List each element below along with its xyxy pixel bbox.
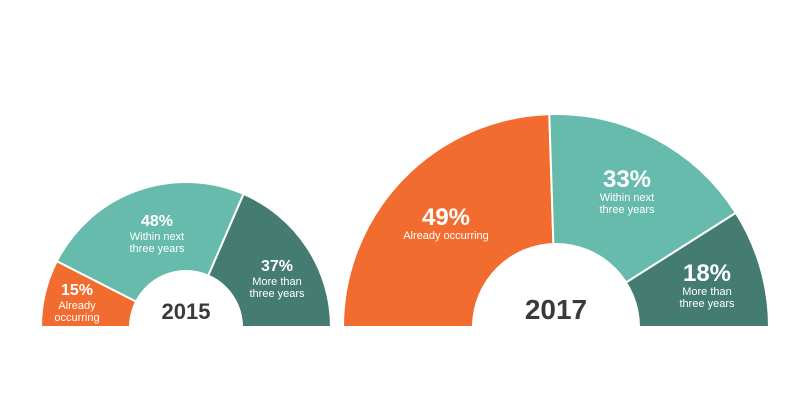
pct-label-2015-1: 48% xyxy=(141,213,173,230)
slice-desc-2017-1-1: three years xyxy=(599,204,655,216)
pct-label-2015-0: 15% xyxy=(61,282,93,299)
slice-desc-2017-1-0: Within next xyxy=(600,192,654,204)
base-mask-2015 xyxy=(37,327,335,402)
slice-desc-2015-0-0: Already xyxy=(58,300,96,312)
pct-label-2017-0: 49% xyxy=(422,204,470,231)
slice-desc-2015-2-0: More than xyxy=(252,276,302,288)
pct-label-2015-2: 37% xyxy=(261,258,293,275)
year-label-2015: 2015 xyxy=(162,299,211,324)
slice-desc-2017-2-0: More than xyxy=(682,286,732,298)
slice-desc-2017-0-0: Already occurring xyxy=(403,230,489,242)
slice-desc-2015-0-1: occurring xyxy=(54,312,99,324)
slice-desc-2017-2-1: three years xyxy=(679,298,735,310)
pct-label-2017-2: 18% xyxy=(683,260,731,287)
year-label-2017: 2017 xyxy=(525,294,587,325)
base-mask-2017 xyxy=(339,327,773,402)
slice-desc-2015-2-1: three years xyxy=(249,288,305,300)
slice-desc-2015-1-1: three years xyxy=(129,243,185,255)
pct-label-2017-1: 33% xyxy=(603,166,651,193)
slice-desc-2015-1-0: Within next xyxy=(130,231,184,243)
